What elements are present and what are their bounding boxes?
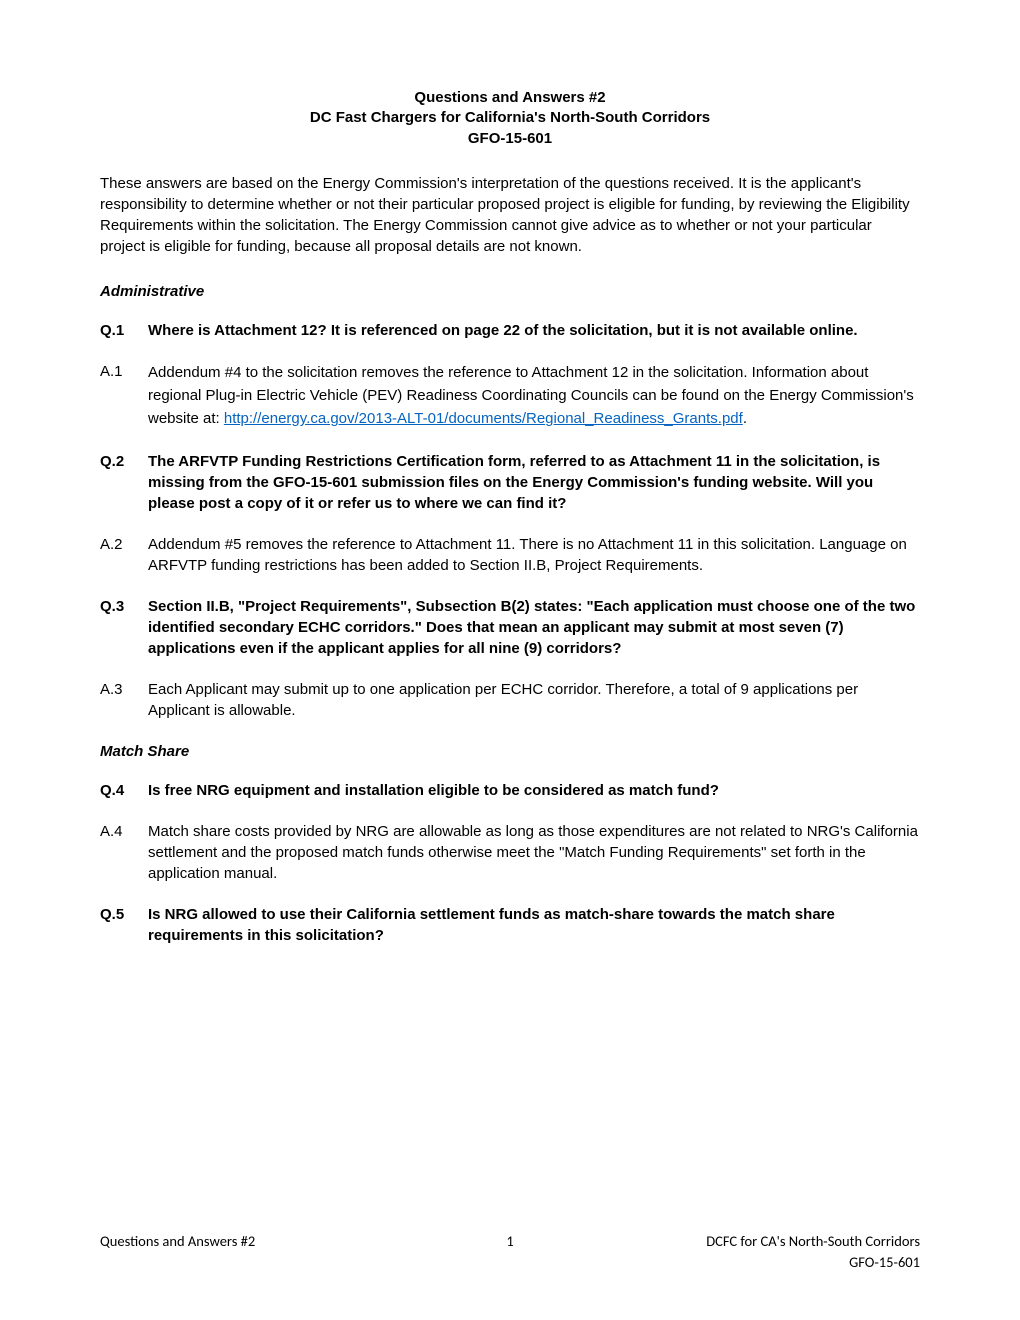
q1-text: Where is Attachment 12? It is referenced…: [148, 320, 920, 341]
a1-body: Addendum #4 to the solicitation removes …: [148, 361, 920, 431]
q2-label: Q.2: [100, 451, 148, 514]
header-title-1: Questions and Answers #2: [100, 88, 920, 108]
header-title-2: DC Fast Chargers for California's North-…: [100, 108, 920, 128]
a1-link[interactable]: http://energy.ca.gov/2013-ALT-01/documen…: [224, 410, 743, 427]
question-5: Q.5 Is NRG allowed to use their Californ…: [100, 904, 920, 946]
footer-right-line2: GFO-15-601: [706, 1252, 920, 1272]
section-match-share: Match Share: [100, 741, 920, 762]
page-footer: Questions and Answers #2 1 DCFC for CA's…: [100, 1231, 920, 1272]
answer-1: A.1 Addendum #4 to the solicitation remo…: [100, 361, 920, 431]
q4-text: Is free NRG equipment and installation e…: [148, 780, 920, 801]
document-header: Questions and Answers #2 DC Fast Charger…: [100, 88, 920, 149]
q3-text: Section II.B, "Project Requirements", Su…: [148, 596, 920, 659]
question-3: Q.3 Section II.B, "Project Requirements"…: [100, 596, 920, 659]
answer-2: A.2 Addendum #5 removes the reference to…: [100, 534, 920, 576]
header-title-3: GFO-15-601: [100, 129, 920, 149]
question-1: Q.1 Where is Attachment 12? It is refere…: [100, 320, 920, 341]
question-2: Q.2 The ARFVTP Funding Restrictions Cert…: [100, 451, 920, 514]
a4-label: A.4: [100, 821, 148, 884]
a4-text: Match share costs provided by NRG are al…: [148, 821, 920, 884]
section-administrative: Administrative: [100, 281, 920, 302]
a3-text: Each Applicant may submit up to one appl…: [148, 679, 920, 721]
answer-4: A.4 Match share costs provided by NRG ar…: [100, 821, 920, 884]
q1-label: Q.1: [100, 320, 148, 341]
a1-text-after: .: [743, 410, 747, 427]
question-4: Q.4 Is free NRG equipment and installati…: [100, 780, 920, 801]
intro-paragraph: These answers are based on the Energy Co…: [100, 173, 920, 257]
a2-label: A.2: [100, 534, 148, 576]
answer-3: A.3 Each Applicant may submit up to one …: [100, 679, 920, 721]
a3-label: A.3: [100, 679, 148, 721]
a2-text: Addendum #5 removes the reference to Att…: [148, 534, 920, 576]
q5-text: Is NRG allowed to use their California s…: [148, 904, 920, 946]
q3-label: Q.3: [100, 596, 148, 659]
q5-label: Q.5: [100, 904, 148, 946]
q4-label: Q.4: [100, 780, 148, 801]
footer-left: Questions and Answers #2: [100, 1231, 255, 1272]
footer-right: DCFC for CA's North-South Corridors GFO-…: [706, 1231, 920, 1272]
q2-text: The ARFVTP Funding Restrictions Certific…: [148, 451, 920, 514]
a1-label: A.1: [100, 361, 148, 431]
footer-page-number: 1: [506, 1231, 513, 1251]
footer-right-line1: DCFC for CA's North-South Corridors: [706, 1231, 920, 1251]
